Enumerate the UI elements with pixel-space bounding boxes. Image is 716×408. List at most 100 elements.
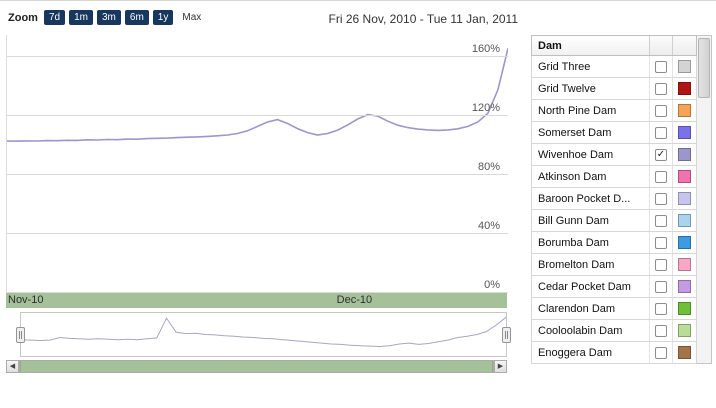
legend-row: Grid Three <box>531 56 697 78</box>
zoom-button-max[interactable]: Max <box>182 12 202 23</box>
dam-checkbox[interactable] <box>655 346 667 359</box>
color-swatch <box>678 170 691 183</box>
dam-checkbox[interactable] <box>655 192 667 205</box>
series-line-wivenhoe-dam <box>7 48 508 142</box>
scroll-right-arrow-icon[interactable]: ▶ <box>494 360 507 373</box>
dam-checkbox[interactable] <box>655 324 667 337</box>
dam-swatch-cell <box>673 324 696 337</box>
dam-swatch-cell <box>673 346 696 359</box>
dam-name-label: Grid Three <box>532 56 650 77</box>
legend-row: Cooloolabin Dam <box>531 320 697 342</box>
dam-column-header: Dam <box>532 36 650 55</box>
color-swatch <box>678 280 691 293</box>
legend-panel: Dam Grid Three Grid Twelve North Pine Dam S… <box>531 35 712 364</box>
plot-area: 0% 40% 80% 120% 160% <box>6 35 508 293</box>
dam-name-label: North Pine Dam <box>532 100 650 121</box>
dam-name-label: Grid Twelve <box>532 78 650 99</box>
checkbox-column-header <box>650 36 673 55</box>
legend-row: North Pine Dam <box>531 100 697 122</box>
color-swatch <box>678 104 691 117</box>
gridline <box>7 233 508 235</box>
xaxis-label: Nov-10 <box>8 294 44 306</box>
legend-row: Bromelton Dam <box>531 254 697 276</box>
dam-swatch-cell <box>673 126 696 139</box>
legend-scrollbar-thumb[interactable] <box>698 38 710 98</box>
yaxis-tick-label: 80% <box>477 161 500 174</box>
dam-name-label: Borumba Dam <box>532 232 650 253</box>
legend-row: Clarendon Dam <box>531 298 697 320</box>
gridline <box>7 115 508 117</box>
dam-checkbox[interactable] <box>655 170 667 183</box>
legend-row: Atkinson Dam <box>531 166 697 188</box>
yaxis-tick-label: 40% <box>477 220 500 233</box>
color-swatch <box>678 82 691 95</box>
horizontal-scrollbar[interactable]: ◀ ▶ <box>6 360 507 373</box>
dam-name-label: Cedar Pocket Dam <box>532 276 650 297</box>
navigator-right-handle-icon[interactable] <box>502 326 511 343</box>
navigator-series-svg <box>21 316 506 348</box>
color-swatch <box>678 126 691 139</box>
gridline <box>7 292 508 293</box>
dam-checkbox-cell <box>650 100 673 121</box>
zoom-buttons: 7d 1m 3m 6m 1y Max <box>43 10 210 25</box>
zoom-button-7d[interactable]: 7d <box>43 10 66 25</box>
dam-name-label: Bill Gunn Dam <box>532 210 650 231</box>
dam-swatch-cell <box>673 192 696 205</box>
dam-checkbox-cell <box>650 342 673 363</box>
zoom-button-3m[interactable]: 3m <box>96 10 121 25</box>
dam-checkbox[interactable] <box>655 236 667 249</box>
zoom-button-6m[interactable]: 6m <box>124 10 149 25</box>
dam-name-label: Atkinson Dam <box>532 166 650 187</box>
dam-table: Dam Grid Three Grid Twelve North Pine Dam S… <box>531 35 697 364</box>
dam-checkbox-cell <box>650 188 673 209</box>
dam-checkbox[interactable] <box>655 104 667 117</box>
dam-checkbox[interactable] <box>655 82 667 95</box>
dam-name-label: Somerset Dam <box>532 122 650 143</box>
dam-swatch-cell <box>673 280 696 293</box>
zoom-button-1m[interactable]: 1m <box>69 10 93 25</box>
dam-name-label: Enoggera Dam <box>532 342 650 363</box>
dam-checkbox[interactable] <box>655 60 667 73</box>
color-swatch <box>678 214 691 227</box>
legend-row: Enoggera Dam <box>531 342 697 364</box>
dam-checkbox-cell <box>650 56 673 77</box>
dam-checkbox[interactable] <box>655 126 667 139</box>
xaxis-band: Nov-10 Dec-10 <box>6 293 507 308</box>
dam-checkbox-cell: ✓ <box>650 144 673 165</box>
yaxis-tick-label: 160% <box>471 43 500 56</box>
legend-row: Borumba Dam <box>531 232 697 254</box>
range-selector: Zoom 7d 1m 3m 6m 1y Max <box>8 10 210 25</box>
scrollbar-track[interactable] <box>19 360 494 373</box>
navigator[interactable] <box>16 312 511 357</box>
dam-checkbox-cell <box>650 122 673 143</box>
dam-name-label: Clarendon Dam <box>532 298 650 319</box>
dam-checkbox[interactable] <box>655 214 667 227</box>
legend-row: Grid Twelve <box>531 78 697 100</box>
legend-row: Somerset Dam <box>531 122 697 144</box>
dam-swatch-cell <box>673 214 696 227</box>
yaxis-tick-label: 120% <box>471 102 500 115</box>
dam-name-label: Baroon Pocket D... <box>532 188 650 209</box>
xaxis-label: Dec-10 <box>336 294 373 306</box>
legend-row: Bill Gunn Dam <box>531 210 697 232</box>
color-swatch <box>678 302 691 315</box>
dam-swatch-cell <box>673 236 696 249</box>
dam-name-label: Wivenhoe Dam <box>532 144 650 165</box>
dam-swatch-cell <box>673 104 696 117</box>
zoom-button-1y[interactable]: 1y <box>152 10 174 25</box>
dam-table-header: Dam <box>531 35 697 56</box>
dam-checkbox[interactable] <box>655 302 667 315</box>
scrollbar-thumb[interactable] <box>20 361 493 372</box>
dam-checkbox[interactable]: ✓ <box>655 148 667 161</box>
dam-checkbox[interactable] <box>655 280 667 293</box>
navigator-left-handle-icon[interactable] <box>16 326 25 343</box>
dam-checkbox[interactable] <box>655 258 667 271</box>
swatch-column-header <box>673 36 696 55</box>
scroll-left-arrow-icon[interactable]: ◀ <box>6 360 19 373</box>
main-series-svg <box>7 48 508 142</box>
legend-vertical-scrollbar[interactable] <box>697 35 712 364</box>
gridline <box>7 174 508 176</box>
dam-checkbox-cell <box>650 78 673 99</box>
color-swatch <box>678 346 691 359</box>
